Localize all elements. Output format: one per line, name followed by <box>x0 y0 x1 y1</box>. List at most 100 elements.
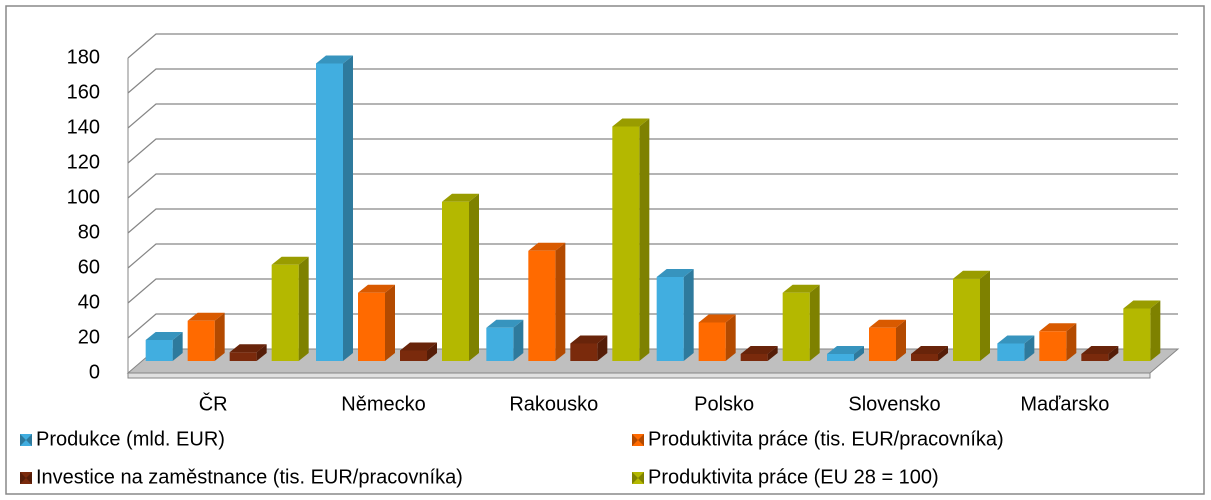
bar-front <box>782 292 810 361</box>
bar-side <box>683 269 694 361</box>
bar-top <box>145 332 183 340</box>
grid-line <box>127 313 1178 339</box>
bar-front <box>997 343 1025 361</box>
bar-top <box>997 335 1035 344</box>
grid-line <box>127 103 1178 129</box>
bar-top <box>782 284 820 293</box>
bar <box>145 332 183 361</box>
bar-top <box>400 342 437 351</box>
legend-swatch-shade <box>632 472 644 484</box>
bar-side <box>214 312 225 361</box>
bar-front <box>271 264 299 361</box>
bar-side <box>1150 300 1161 361</box>
bar-side <box>597 335 608 361</box>
bar-front <box>740 354 768 361</box>
bar-front <box>486 327 514 361</box>
grid-line <box>127 33 1178 59</box>
bar-front <box>656 277 684 361</box>
bar-top <box>442 193 479 202</box>
grid-line <box>127 243 1178 269</box>
legend-label: Investice na zaměstnance (tis. EUR/praco… <box>36 466 463 488</box>
bar <box>400 342 437 361</box>
bar-side <box>555 242 566 361</box>
bar-top <box>698 314 736 323</box>
bar <box>911 346 948 361</box>
bar-side <box>767 346 778 361</box>
bar-top <box>271 256 309 265</box>
y-tick-label: 80 <box>78 221 100 243</box>
grid-line <box>127 68 1178 94</box>
bar <box>656 269 694 361</box>
bar-front <box>953 278 980 361</box>
bar-front <box>442 201 469 361</box>
bar-top <box>528 242 566 251</box>
bar-top <box>1081 346 1119 354</box>
bar-top <box>570 335 608 344</box>
y-tick-label: 60 <box>78 256 100 278</box>
bar-side <box>172 332 183 361</box>
bar <box>997 335 1035 361</box>
legend-label: Produkce (mld. EUR) <box>36 428 225 450</box>
y-tick-label: 100 <box>67 186 100 208</box>
bar-front <box>316 63 343 361</box>
y-tick-label: 0 <box>89 361 100 383</box>
bar-side <box>1024 335 1035 361</box>
bar-side <box>854 346 864 361</box>
bar-side <box>513 319 524 361</box>
bar <box>698 314 736 361</box>
bar-front <box>1081 354 1109 361</box>
legend-swatch-shade <box>20 472 32 484</box>
y-tick-label: 20 <box>78 326 100 348</box>
bar-side <box>298 256 309 361</box>
bar-front <box>187 320 215 361</box>
bar-top <box>358 284 395 293</box>
bar <box>740 346 778 361</box>
y-tick-label: 40 <box>78 291 100 313</box>
bar-top <box>869 319 906 328</box>
grid-line <box>127 278 1178 304</box>
y-tick-label: 120 <box>67 151 100 173</box>
bar-side <box>809 284 820 361</box>
bar-side <box>980 270 990 361</box>
bar-top <box>612 118 650 127</box>
x-tick-label: Německo <box>341 393 425 415</box>
bar-top <box>229 344 267 353</box>
bar <box>528 242 566 361</box>
bar-front <box>570 343 598 361</box>
bar-side <box>385 284 395 361</box>
y-tick-label: 160 <box>67 81 100 103</box>
grid-line <box>127 138 1178 164</box>
bar-top <box>740 346 778 354</box>
bar-top <box>1039 323 1077 332</box>
bar <box>1081 346 1119 361</box>
bar <box>187 312 225 361</box>
bar <box>486 319 524 361</box>
y-tick-label: 180 <box>67 46 100 68</box>
bar-front <box>528 250 556 361</box>
grid-line <box>127 173 1178 199</box>
bar-side <box>896 319 906 361</box>
bar-side <box>1108 346 1119 361</box>
bar-side <box>725 314 736 361</box>
bar-side <box>343 55 353 361</box>
bar <box>869 319 906 361</box>
bar-side <box>639 118 650 361</box>
bar-front <box>1123 308 1151 361</box>
legend-swatch-shade <box>632 434 644 446</box>
bar-top <box>316 55 353 64</box>
x-tick-label: ČR <box>199 392 228 415</box>
bar-side <box>1066 323 1077 361</box>
bar-top <box>486 319 524 328</box>
bar <box>570 335 608 361</box>
bar <box>316 55 353 361</box>
bar-top <box>656 269 694 277</box>
bar-front <box>400 350 427 361</box>
bar-front <box>145 340 173 361</box>
y-tick-label: 140 <box>67 116 100 138</box>
bar <box>1039 323 1077 361</box>
bar-side <box>256 344 267 361</box>
legend-label: Produktivita práce (EU 28 = 100) <box>648 466 939 488</box>
bar <box>442 193 479 361</box>
bar <box>827 346 864 361</box>
